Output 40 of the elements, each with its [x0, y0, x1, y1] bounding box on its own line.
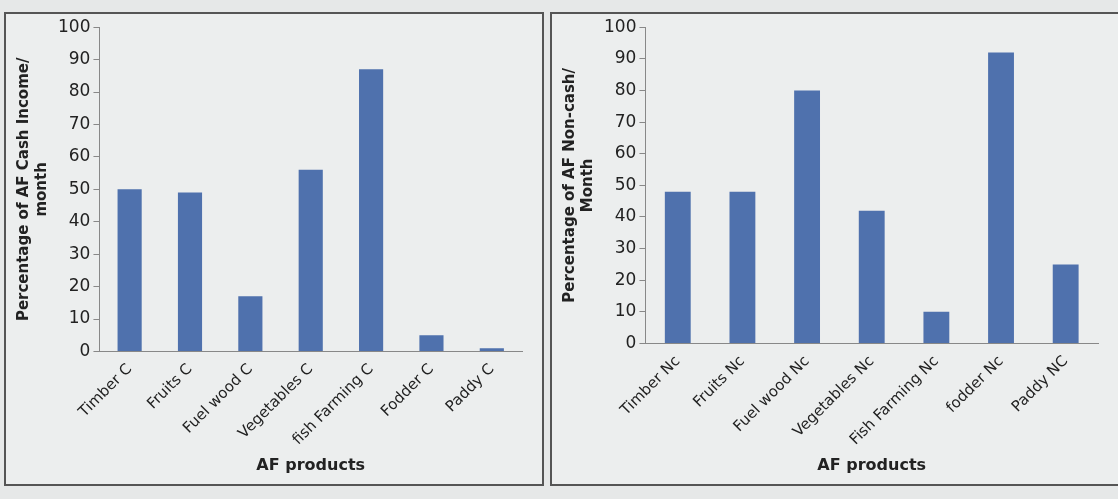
- y-tick-label: 20: [68, 275, 91, 296]
- y-tick-label: 10: [614, 300, 637, 321]
- y-tick-label: 60: [614, 142, 637, 163]
- y-tick-label: 50: [614, 173, 637, 194]
- y-tick-label: 0: [625, 331, 637, 352]
- x-axis-title: AF products: [256, 454, 366, 474]
- bar: [177, 192, 203, 351]
- y-tick-label: 40: [68, 210, 91, 231]
- y-tick-label: 100: [57, 15, 91, 36]
- y-tick-label: 20: [614, 268, 637, 289]
- y-tick-label: 100: [603, 15, 637, 36]
- bar: [858, 210, 885, 343]
- y-axis-title: Percentage of AF Cash Income/ month: [13, 57, 50, 322]
- y-tick-label: 10: [68, 307, 91, 328]
- bar: [664, 191, 691, 343]
- y-tick-label: 0: [79, 339, 91, 360]
- bar: [479, 348, 504, 351]
- y-tick-label: 70: [614, 110, 637, 131]
- bar: [923, 311, 950, 343]
- x-axis-title: AF products: [817, 454, 927, 474]
- y-tick-label: 60: [68, 145, 91, 166]
- y-tick-label: 90: [614, 47, 637, 68]
- y-tick-label: 30: [614, 237, 637, 258]
- y-tick-label: 80: [614, 78, 637, 99]
- bar: [988, 52, 1014, 343]
- bar: [359, 69, 384, 351]
- bar: [729, 191, 756, 343]
- bar: [1052, 264, 1079, 343]
- y-tick-label: 70: [68, 112, 91, 133]
- bar: [238, 296, 263, 351]
- y-tick-label: 90: [68, 48, 91, 69]
- bar: [117, 189, 142, 351]
- y-tick-label: 80: [68, 80, 91, 101]
- y-tick-label: 30: [68, 242, 91, 263]
- y-tick-label: 40: [614, 205, 637, 226]
- y-axis-title: Percentage of AF Non-cash/ Month: [559, 67, 596, 303]
- bar: [794, 90, 820, 343]
- bar: [298, 169, 323, 351]
- bar: [419, 335, 444, 351]
- y-tick-label: 50: [68, 177, 91, 198]
